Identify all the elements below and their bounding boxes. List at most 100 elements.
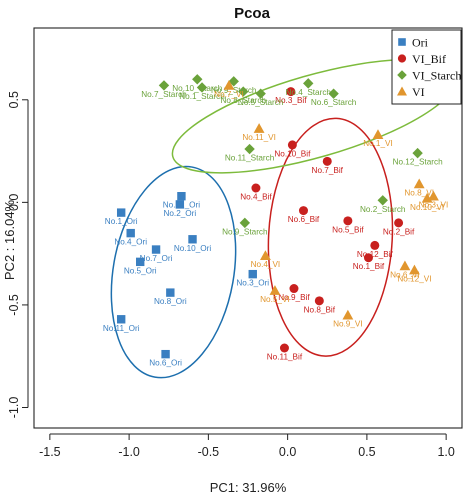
- point-vi-starch: [255, 88, 266, 99]
- point-label-vi-bif: No.10_Bif: [274, 149, 311, 158]
- point-label-vi-bif: No.5_Bif: [332, 225, 364, 234]
- point-vi: [372, 129, 384, 139]
- point-vi: [413, 178, 425, 189]
- point-label-ori: No.5_Ori: [124, 266, 157, 275]
- legend-label-ori: Ori: [412, 36, 429, 50]
- point-label-vi-starch: No.8_Starch: [220, 96, 266, 105]
- point-ori: [136, 257, 145, 267]
- point-vi-starch: [158, 80, 170, 91]
- x-tick-label: -1.5: [39, 445, 61, 459]
- x-tick-label: 0.0: [279, 445, 296, 459]
- point-label-vi-starch: No.1_Starch: [179, 92, 225, 101]
- point-label-vi-bif: No.4_Bif: [240, 193, 272, 202]
- point-label-vi-bif: No.11_Bif: [267, 353, 303, 362]
- point-label-ori: No.1_Ori: [105, 217, 138, 226]
- legend: Ori VI_Bif VI_Starch VI: [391, 29, 462, 105]
- point-label-vi: No.7_VI: [214, 90, 244, 99]
- point-vi-starch: [192, 74, 203, 85]
- point-vi-bif: [394, 218, 404, 228]
- point-ori: [116, 315, 126, 324]
- legend-label-vi: VI: [412, 85, 425, 99]
- point-vi: [409, 264, 420, 275]
- point-label-vi-bif: No.3_Bif: [275, 96, 307, 105]
- legend-marker-vi-bif: [397, 54, 407, 63]
- y-axis-title: PC2 : 16.04%: [2, 199, 17, 280]
- point-ori: [248, 269, 257, 279]
- point-label-vi-starch: No.6_Starch: [311, 98, 357, 107]
- x-axis-title: PC1: 31.96%: [210, 480, 287, 495]
- plot-frame: [33, 27, 463, 429]
- y-tick-label: -0.5: [7, 294, 21, 316]
- point-label-ori: No.8_Ori: [154, 297, 187, 306]
- point-label-vi: No.8_VI: [404, 188, 434, 197]
- point-vi-bif: [298, 206, 308, 216]
- point-label-vi-bif: No.6_Bif: [288, 215, 320, 224]
- point-ori: [116, 208, 126, 217]
- chart-title: Pcoa: [234, 5, 271, 22]
- point-ori: [177, 192, 186, 201]
- point-label-vi-starch: No.4_Starch: [285, 88, 331, 97]
- point-vi-bif: [251, 183, 261, 193]
- point-vi-bif: [314, 296, 324, 306]
- point-vi-bif: [370, 240, 380, 250]
- point-label-ori: No.3_Ori: [236, 279, 269, 288]
- point-label-ori: No.2_Ori: [163, 209, 196, 218]
- legend-label-vi-starch: VI_Starch: [412, 69, 461, 83]
- legend-marker-vi-starch: [397, 70, 407, 80]
- ellipse-ori: [110, 165, 237, 379]
- point-vi: [428, 190, 439, 201]
- point-label-vi: No.4_VI: [251, 260, 281, 269]
- legend-marker-ori: [398, 38, 406, 46]
- point-label-vi: No.5_VI: [260, 295, 290, 304]
- point-label-vi-bif: No.7_Bif: [312, 166, 344, 175]
- point-vi-bif: [363, 253, 373, 263]
- point-label-vi: No.3_VI: [419, 201, 449, 210]
- x-tick-label: 0.5: [358, 445, 375, 459]
- point-label-vi-bif: No.9_Bif: [278, 293, 310, 302]
- point-label-vi-bif: No.1_Bif: [353, 262, 385, 271]
- y-axis: -1.0 -0.5 0.0 0.5: [7, 91, 29, 418]
- point-vi: [260, 250, 271, 261]
- x-tick-label: 1.0: [437, 445, 454, 459]
- point-vi-starch: [303, 78, 314, 89]
- point-label-vi-bif: No.8_Bif: [304, 305, 336, 314]
- point-vi-bif: [279, 343, 289, 353]
- point-label-vi-bif: No.12_Bif: [357, 250, 394, 259]
- point-vi: [223, 80, 235, 90]
- point-ori: [161, 349, 170, 359]
- point-label-ori: No.4_Ori: [114, 238, 147, 247]
- point-label-ori: No.10_Ori: [174, 244, 211, 253]
- point-label-vi-starch: No.5_Starch: [238, 98, 284, 107]
- x-axis: -1.5 -1.0 -0.5 0.0 0.5 1.0: [39, 433, 455, 459]
- point-label-vi: No.10_VI: [410, 203, 444, 212]
- point-vi-starch: [228, 76, 239, 87]
- point-label-ori: No.11_Ori: [103, 324, 140, 333]
- point-vi-starch: [377, 195, 388, 206]
- point-label-vi-starch: No.7_Starch: [141, 90, 187, 99]
- point-label-vi-starch: No.2_Starch: [360, 205, 406, 214]
- point-vi: [421, 192, 433, 203]
- ellipse-vi-bif: [267, 117, 394, 357]
- y-tick-label: 0.0: [7, 194, 21, 211]
- point-vi-starch: [244, 143, 255, 155]
- point-ori: [151, 245, 161, 254]
- point-ori: [166, 288, 175, 297]
- x-tick-label: -0.5: [198, 445, 220, 459]
- point-ori: [175, 200, 185, 209]
- y-tick-label: 0.5: [7, 91, 21, 108]
- point-vi-bif: [322, 156, 332, 166]
- point-vi: [342, 309, 354, 320]
- point-vi-bif: [287, 140, 297, 150]
- point-vi-bif: [286, 87, 296, 97]
- point-label-vi: No.6_VI: [390, 270, 420, 279]
- point-label-vi: No.9_VI: [333, 320, 363, 329]
- x-tick-label: -1.0: [118, 445, 140, 459]
- point-vi-starch: [412, 147, 423, 159]
- point-ori: [126, 228, 135, 238]
- point-label-vi-starch: No.11_Starch: [225, 154, 275, 163]
- point-label-vi: No.1_VI: [363, 139, 393, 148]
- point-label-ori: No.6_Ori: [149, 359, 182, 368]
- point-vi-bif: [343, 216, 353, 226]
- point-label-ori: No.7_Ori: [140, 254, 173, 263]
